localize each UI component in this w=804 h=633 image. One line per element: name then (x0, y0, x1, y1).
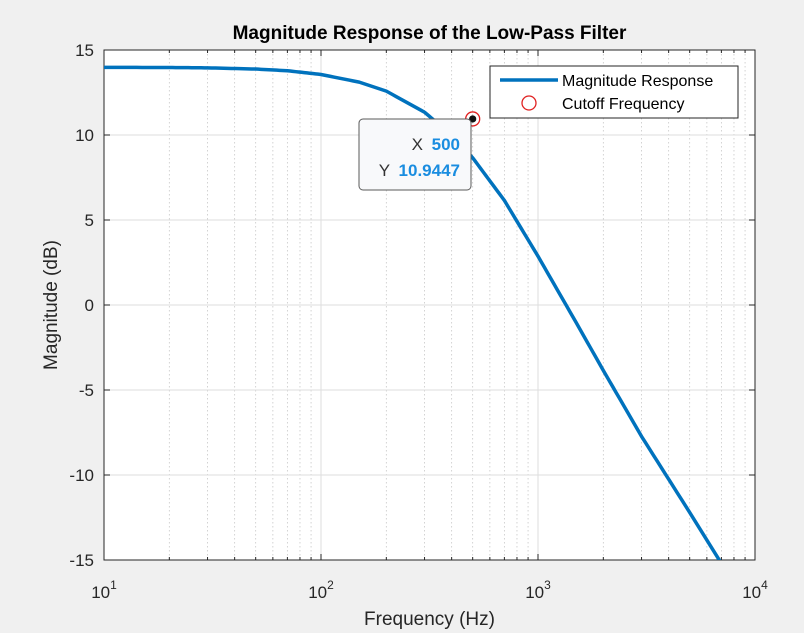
x-tick-label-exponent: 4 (761, 578, 768, 592)
x-tick-label-exponent: 3 (544, 578, 551, 592)
x-tick-label-base: 10 (742, 583, 761, 602)
datatip: X 500 Y 10.9447 (358, 118, 472, 191)
y-tick-label: -10 (69, 466, 94, 485)
legend-label-marker: Cutoff Frequency (562, 96, 684, 113)
y-tick-label: 5 (85, 211, 94, 230)
datatip-y-value: 10.9447 (399, 161, 460, 180)
y-tick-label: 10 (75, 126, 94, 145)
datatip-y-key: Y (379, 161, 395, 180)
legend-label-series: Magnitude Response (562, 73, 713, 90)
legend-box (489, 65, 739, 119)
datatip-y-row: Y 10.9447 (379, 161, 460, 180)
y-tick-label: 15 (75, 41, 94, 60)
x-tick-label-exponent: 2 (327, 578, 334, 592)
x-tick-label: 101 (91, 578, 117, 602)
chart-text: Magnitude Response of the Low-Pass Filte… (41, 23, 627, 630)
datatip-x-value: 500 (432, 135, 460, 154)
y-tick-label: 0 (85, 296, 94, 315)
datatip-x-row: X 500 (412, 135, 460, 154)
x-tick-label: 104 (742, 578, 768, 602)
x-tick-label-base: 10 (308, 583, 327, 602)
x-tick-label-base: 10 (525, 583, 544, 602)
datatip-box (358, 118, 472, 191)
axes (103, 49, 756, 561)
chart-title: Magnitude Response of the Low-Pass Filte… (233, 23, 627, 44)
legend-marker-swatch (521, 95, 537, 111)
x-tick-label-base: 10 (91, 583, 110, 602)
y-tick-label: -15 (69, 551, 94, 570)
x-tick-label-exponent: 1 (110, 578, 117, 592)
datatip-x-key: X (412, 135, 428, 154)
x-tick-label: 102 (308, 578, 334, 602)
y-axis-label: Magnitude (dB) (41, 240, 62, 370)
y-tick-label: -5 (79, 381, 94, 400)
x-tick-label: 103 (525, 578, 551, 602)
x-axis-label: Frequency (Hz) (364, 609, 495, 630)
legend: Magnitude Response Cutoff Frequency (489, 65, 739, 119)
